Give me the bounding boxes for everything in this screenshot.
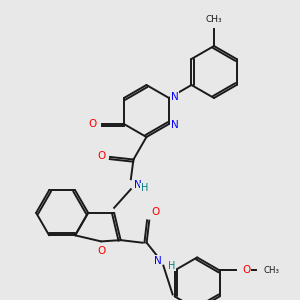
Text: H: H: [141, 183, 148, 193]
Text: O: O: [242, 266, 251, 275]
Text: N: N: [171, 120, 179, 130]
Text: O: O: [98, 151, 106, 161]
Text: O: O: [151, 207, 160, 217]
Text: N: N: [171, 92, 179, 102]
Text: O: O: [97, 246, 105, 256]
Text: H: H: [168, 261, 176, 271]
Text: O: O: [88, 119, 97, 129]
Text: CH₃: CH₃: [264, 266, 280, 275]
Text: CH₃: CH₃: [206, 15, 222, 24]
Text: N: N: [134, 180, 142, 190]
Text: N: N: [154, 256, 161, 266]
